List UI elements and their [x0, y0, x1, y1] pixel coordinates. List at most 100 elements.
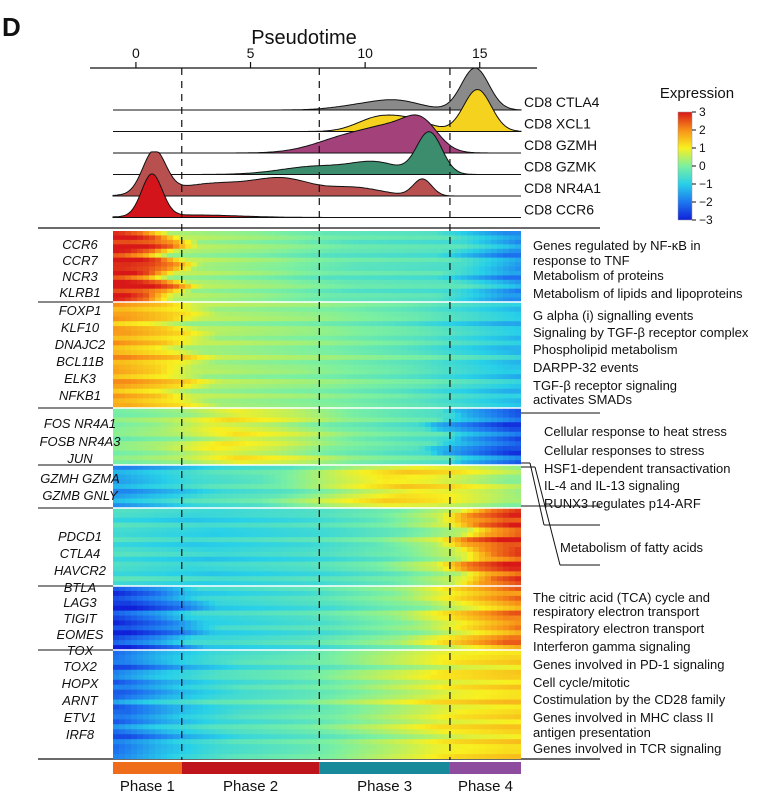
heatmap-cell — [497, 383, 504, 390]
heatmap-cell — [161, 537, 168, 543]
heatmap-cell — [365, 427, 372, 433]
heatmap-cell — [377, 253, 384, 259]
heatmap-cell — [497, 465, 504, 471]
heatmap-cell — [125, 527, 132, 533]
heatmap-cell — [119, 508, 126, 514]
heatmap-cell — [383, 393, 390, 399]
heatmap-cell — [425, 446, 432, 452]
heatmap-cell — [509, 383, 516, 390]
heatmap-cell — [425, 398, 432, 404]
heatmap-cell — [365, 547, 372, 553]
heatmap-cell — [323, 275, 330, 281]
heatmap-cell — [353, 244, 360, 250]
heatmap-cell — [347, 465, 354, 471]
heatmap-cell — [197, 244, 204, 250]
heatmap-cell — [125, 257, 132, 263]
heatmap-cell — [365, 551, 372, 558]
heatmap-cell — [119, 393, 126, 399]
heatmap-cell — [227, 311, 234, 317]
heatmap-cell — [317, 257, 324, 263]
heatmap-cell — [215, 379, 222, 385]
heatmap-cell — [263, 556, 270, 563]
heatmap-cell — [293, 450, 300, 456]
heatmap-cell — [197, 537, 204, 543]
heatmap-cell — [407, 302, 414, 308]
heatmap-cell — [131, 388, 138, 395]
heatmap-cell — [257, 244, 264, 250]
heatmap-cell — [479, 270, 486, 276]
heatmap-cell — [413, 383, 420, 390]
heatmap-cell — [209, 522, 216, 529]
heatmap-cell — [431, 537, 438, 543]
heatmap-cell — [221, 374, 228, 380]
heatmap-cell — [419, 484, 426, 490]
heatmap-cell — [317, 266, 324, 272]
heatmap-cell — [305, 493, 312, 499]
heatmap-cell — [443, 293, 450, 299]
heatmap-cell — [263, 266, 270, 272]
heatmap-cell — [425, 450, 432, 456]
heatmap-cell — [509, 284, 516, 290]
heatmap-cell — [413, 503, 420, 509]
heatmap-cell — [227, 436, 234, 442]
heatmap-cell — [515, 335, 521, 342]
heatmap-cell — [143, 517, 150, 524]
heatmap-cell — [131, 262, 138, 267]
heatmap-cell — [281, 417, 288, 423]
heatmap-cell — [239, 293, 246, 299]
heatmap-cell — [425, 244, 432, 250]
heatmap-cell — [191, 460, 198, 466]
heatmap-cell — [323, 262, 330, 267]
heatmap-cell — [389, 542, 396, 548]
heatmap-cell — [401, 279, 408, 285]
heatmap-cell — [419, 417, 426, 423]
heatmap-cell — [167, 239, 174, 245]
heatmap-cell — [149, 547, 156, 553]
heatmap-cell — [167, 465, 174, 471]
heatmap-cell — [359, 498, 366, 504]
heatmap-cell — [167, 345, 174, 351]
heatmap-cell — [503, 364, 510, 370]
heatmap-cell — [269, 262, 276, 267]
heatmap-cell — [275, 374, 282, 380]
heatmap-cell — [389, 253, 396, 259]
heatmap-cell — [425, 422, 432, 428]
heatmap-cell — [467, 408, 474, 414]
heatmap-cell — [455, 469, 462, 476]
heatmap-cell — [329, 335, 336, 342]
heatmap-cell — [221, 522, 228, 529]
heatmap-cell — [461, 508, 468, 514]
heatmap-cell — [407, 340, 414, 346]
heatmap-cell — [197, 364, 204, 370]
heatmap-cell — [185, 465, 192, 471]
heatmap-cell — [371, 422, 378, 428]
heatmap-cell — [395, 417, 402, 423]
heatmap-cell — [113, 379, 120, 385]
heatmap-cell — [383, 427, 390, 433]
heatmap-cell — [359, 253, 366, 259]
heatmap-cell — [341, 383, 348, 390]
heatmap-cell — [143, 446, 150, 452]
heatmap-cell — [191, 293, 198, 299]
heatmap-cell — [311, 522, 318, 529]
heatmap-cell — [221, 561, 228, 568]
heatmap-cell — [275, 262, 282, 267]
heatmap-cell — [215, 566, 222, 572]
heatmap-cell — [269, 517, 276, 524]
heatmap-cell — [287, 571, 294, 577]
heatmap-cell — [269, 306, 276, 313]
heatmap-cell — [143, 408, 150, 414]
heatmap-cell — [311, 455, 318, 461]
heatmap-cell — [467, 455, 474, 461]
heatmap-cell — [113, 398, 120, 404]
heatmap-cell — [401, 248, 408, 254]
heatmap-cell — [359, 393, 366, 399]
heatmap-cell — [221, 450, 228, 456]
heatmap-cell — [335, 547, 342, 553]
heatmap-cell — [455, 306, 462, 313]
heatmap-cell — [491, 383, 498, 390]
heatmap-cell — [293, 527, 300, 533]
heatmap-cell — [269, 398, 276, 404]
heatmap-cell — [239, 479, 246, 485]
heatmap-cell — [455, 427, 462, 433]
